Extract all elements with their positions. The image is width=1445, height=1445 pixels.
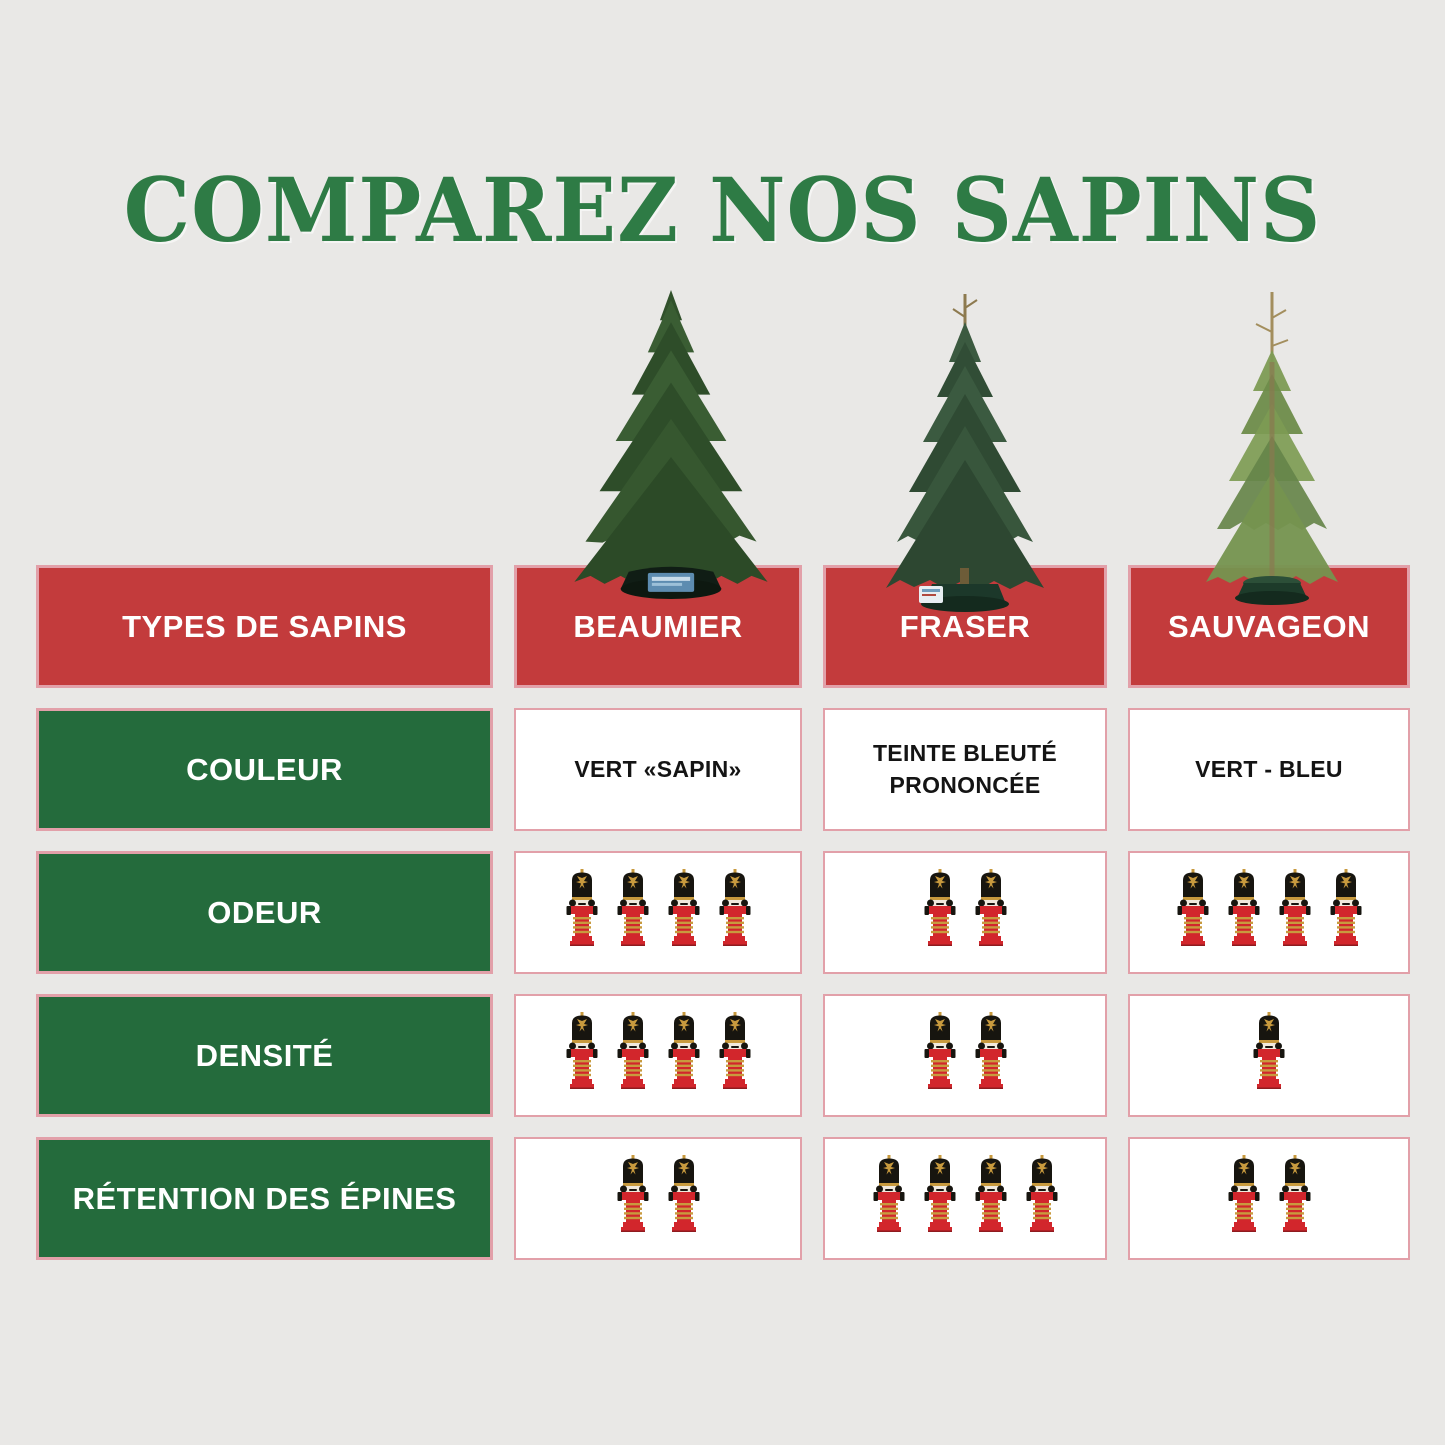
cell-odeur-sauvageon xyxy=(1128,851,1410,974)
nutcracker-icon xyxy=(1324,869,1368,955)
cell-couleur-beaumier: VERT «SAPIN» xyxy=(514,708,802,831)
cell-densite-sauvageon xyxy=(1128,994,1410,1117)
cell-densite-fraser xyxy=(823,994,1107,1117)
page-title: COMPAREZ NOS SAPINS xyxy=(123,158,1322,262)
nutcracker-icon xyxy=(1222,1155,1266,1241)
nutcracker-icon xyxy=(713,869,757,955)
couleur-beaumier-value: VERT «SAPIN» xyxy=(574,755,742,782)
nutcracker-icon xyxy=(560,1012,604,1098)
nutcracker-icon xyxy=(1171,869,1215,955)
nutcracker-icon xyxy=(611,1012,655,1098)
beaumier-tree-image xyxy=(574,290,768,599)
cell-retention-fraser xyxy=(823,1137,1107,1260)
header-types-label: TYPES DE SAPINS xyxy=(122,608,407,644)
cell-retention-sauvageon xyxy=(1128,1137,1410,1260)
nutcracker-icon xyxy=(713,1012,757,1098)
cell-odeur-fraser xyxy=(823,851,1107,974)
nutcracker-icon xyxy=(918,869,962,955)
comparison-table: TYPES DE SAPINS BEAUMIER FRASER SAUVAGEO… xyxy=(36,565,1410,1260)
cell-densite-beaumier xyxy=(514,994,802,1117)
sauvageon-tree-image xyxy=(1206,292,1338,605)
nutcracker-icon xyxy=(867,1155,911,1241)
nutcracker-icon xyxy=(662,869,706,955)
fraser-tree-image xyxy=(886,294,1044,612)
header-cell-beaumier: BEAUMIER xyxy=(514,565,802,688)
cell-couleur-sauvageon: VERT - BLEU xyxy=(1128,708,1410,831)
nutcracker-icon xyxy=(918,1155,962,1241)
couleur-sauvageon-value: VERT - BLEU xyxy=(1195,755,1343,782)
couleur-label: COULEUR xyxy=(186,751,343,787)
row-label-retention-des-epines: RÉTENTION DES ÉPINES xyxy=(36,1137,493,1260)
header-cell-sauvageon: SAUVAGEON xyxy=(1128,565,1410,688)
header-sauvageon-label: SAUVAGEON xyxy=(1167,608,1370,644)
header-fraser-label: FRASER xyxy=(899,608,1031,644)
odeur-label: ODEUR xyxy=(207,894,322,930)
row-label-couleur: COULEUR xyxy=(36,708,493,831)
nutcracker-icon xyxy=(1020,1155,1064,1241)
row-label-densite: DENSITÉ xyxy=(36,994,493,1117)
couleur-fraser-value: TEINTE BLEUTÉ PRONONCÉE xyxy=(872,740,1058,798)
header-cell-types-de-sapins: TYPES DE SAPINS xyxy=(36,565,493,688)
nutcracker-icon xyxy=(969,1012,1013,1098)
nutcracker-icon xyxy=(662,1012,706,1098)
cell-odeur-beaumier xyxy=(514,851,802,974)
densite-label: DENSITÉ xyxy=(195,1037,334,1073)
cell-retention-beaumier xyxy=(514,1137,802,1260)
nutcracker-icon xyxy=(1273,869,1317,955)
row-label-odeur: ODEUR xyxy=(36,851,493,974)
nutcracker-icon xyxy=(1222,869,1266,955)
retention-label: RÉTENTION DES ÉPINES xyxy=(72,1180,457,1216)
nutcracker-icon xyxy=(918,1012,962,1098)
nutcracker-icon xyxy=(1273,1155,1317,1241)
nutcracker-icon xyxy=(969,869,1013,955)
nutcracker-icon xyxy=(611,1155,655,1241)
nutcracker-icon xyxy=(662,1155,706,1241)
nutcracker-icon xyxy=(1247,1012,1291,1098)
nutcracker-icon xyxy=(969,1155,1013,1241)
cell-couleur-fraser: TEINTE BLEUTÉ PRONONCÉE xyxy=(823,708,1107,831)
nutcracker-icon xyxy=(560,869,604,955)
nutcracker-icon xyxy=(611,869,655,955)
header-cell-fraser: FRASER xyxy=(823,565,1107,688)
header-beaumier-label: BEAUMIER xyxy=(573,608,743,644)
